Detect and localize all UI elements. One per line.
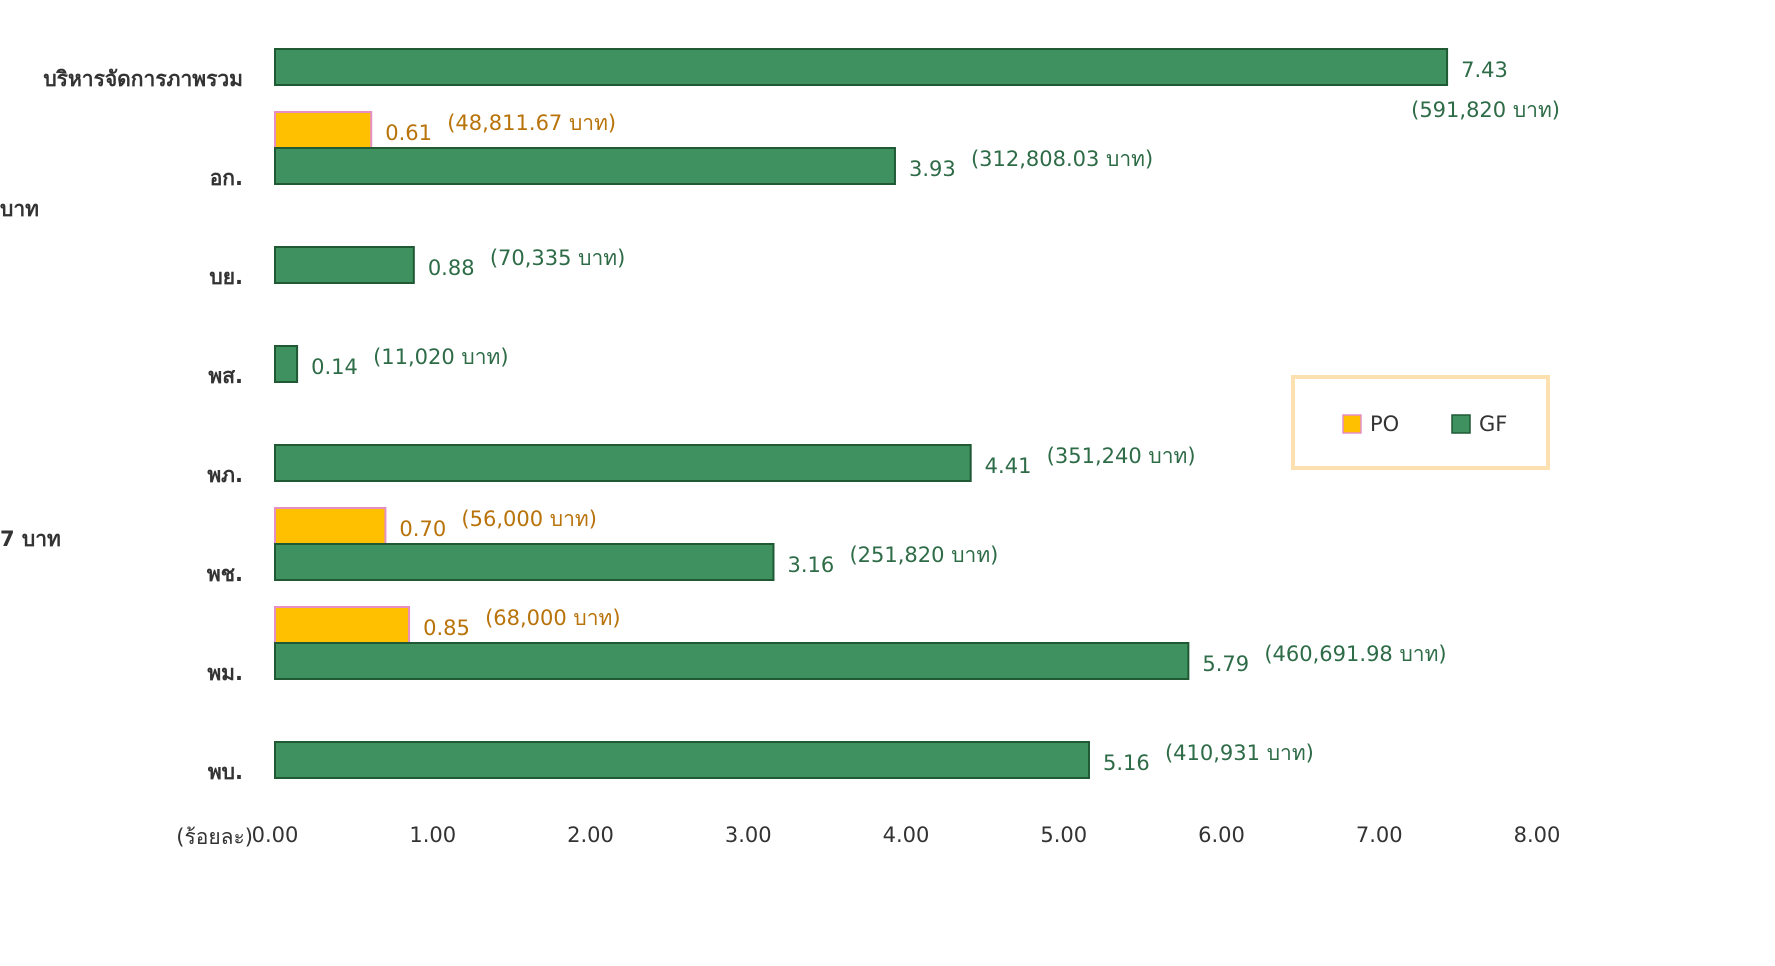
note-label: (591,820 บาท) xyxy=(1411,98,1560,122)
x-tick-label: 3.00 xyxy=(725,823,772,847)
value-label: 0.70 xyxy=(399,517,446,541)
x-tick-label: 8.00 xyxy=(1514,823,1561,847)
note-label: (312,808.03 บาท) xyxy=(971,147,1153,171)
note-label: (460,691.98 บาท) xyxy=(1264,642,1446,666)
note-label: (56,000 บาท) xyxy=(461,507,597,531)
bar xyxy=(274,246,415,284)
bar xyxy=(274,48,1449,86)
legend-box xyxy=(1291,375,1550,470)
y-tick-label: พภ. xyxy=(207,463,243,487)
legend-swatch xyxy=(1342,414,1362,434)
bar xyxy=(274,642,1190,680)
note-label: (251,820 บาท) xyxy=(849,543,998,567)
value-label: 0.14 xyxy=(311,355,358,379)
note-label: (48,811.67 บาท) xyxy=(447,111,616,135)
note-label: (11,020 บาท) xyxy=(373,345,509,369)
value-label: 0.61 xyxy=(385,121,432,145)
y-tick-label: พบ. xyxy=(208,760,243,784)
x-tick-label: 1.00 xyxy=(409,823,456,847)
bar xyxy=(274,111,373,149)
note-label: (70,335 บาท) xyxy=(490,246,626,270)
y-tick-label: พม. xyxy=(207,661,243,685)
bar xyxy=(274,444,972,482)
value-label: 0.88 xyxy=(428,256,475,280)
value-label: 5.16 xyxy=(1103,751,1150,775)
x-tick-label: 4.00 xyxy=(883,823,930,847)
y-tick-label: บย. xyxy=(209,265,243,289)
y-tick-label: บริหารจัดการภาพรวม xyxy=(43,67,243,91)
note-label: (410,931 บาท) xyxy=(1165,741,1314,765)
x-axis-label: (ร้อยละ) xyxy=(176,825,253,849)
bar xyxy=(274,147,896,185)
legend-swatch xyxy=(1451,414,1471,434)
y-tick-label: อก. xyxy=(210,166,243,190)
value-label: 7.43 xyxy=(1461,58,1508,82)
value-label: 3.93 xyxy=(909,157,956,181)
legend-label: PO xyxy=(1370,412,1399,436)
value-label: 0.85 xyxy=(423,616,470,640)
x-tick-label: 5.00 xyxy=(1040,823,1087,847)
bar xyxy=(274,345,299,383)
value-label: 4.41 xyxy=(985,454,1032,478)
bar xyxy=(274,507,387,545)
bar xyxy=(274,741,1090,779)
legend-label: GF xyxy=(1479,412,1507,436)
x-tick-label: 2.00 xyxy=(567,823,614,847)
side-text: 7 บาท xyxy=(0,527,61,551)
value-label: 3.16 xyxy=(787,553,834,577)
value-label: 5.79 xyxy=(1202,652,1249,676)
x-tick-label: 6.00 xyxy=(1198,823,1245,847)
note-label: (351,240 บาท) xyxy=(1047,444,1196,468)
y-tick-label: พส. xyxy=(208,364,243,388)
x-tick-label: 7.00 xyxy=(1356,823,1403,847)
bar xyxy=(274,543,775,581)
x-tick-label: 0.00 xyxy=(252,823,299,847)
bar xyxy=(274,606,411,644)
note-label: (68,000 บาท) xyxy=(485,606,621,630)
y-tick-label: พช. xyxy=(207,562,243,586)
side-text: บาท xyxy=(0,197,39,221)
